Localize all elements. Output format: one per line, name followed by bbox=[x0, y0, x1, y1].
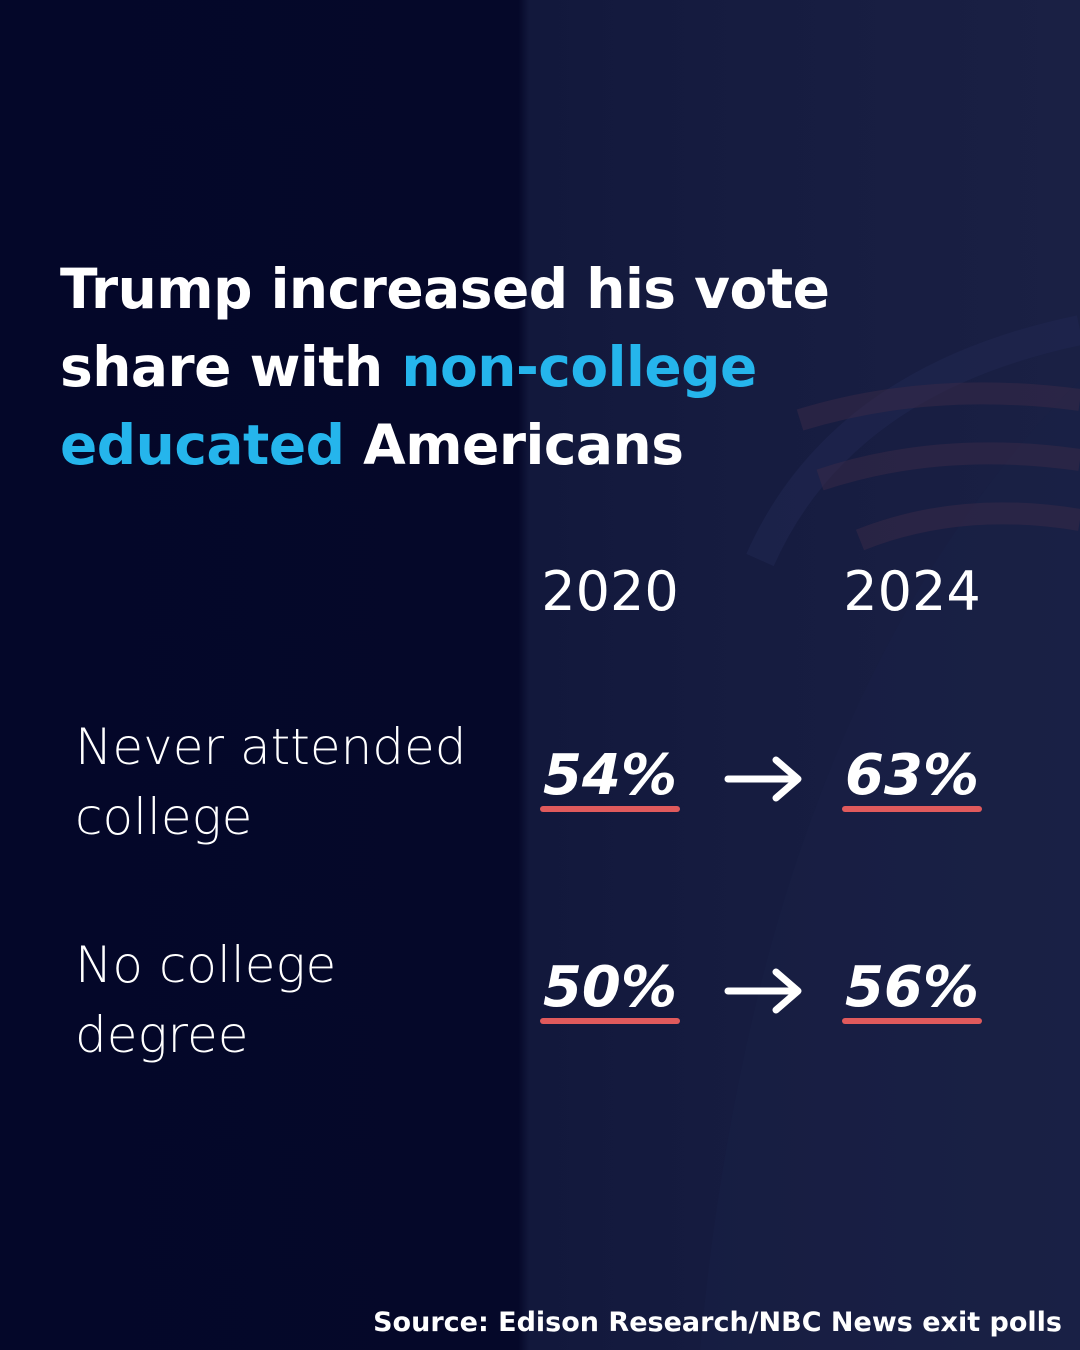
title-segment: Americans bbox=[344, 413, 684, 477]
underline bbox=[842, 1018, 982, 1024]
value: 56% bbox=[844, 955, 980, 1020]
row-label-line: No college bbox=[75, 936, 337, 994]
title-segment: Trump increased his vote share with bbox=[60, 257, 830, 399]
title: Trump increased his vote share with non-… bbox=[60, 250, 850, 484]
underline bbox=[540, 806, 680, 812]
value: 63% bbox=[844, 743, 980, 808]
value: 54% bbox=[542, 743, 678, 808]
decoration bbox=[796, 382, 1080, 551]
arrow bbox=[724, 968, 802, 1014]
underline bbox=[842, 806, 982, 812]
title-segment: non-college educated bbox=[60, 335, 757, 477]
column-header: 2020 bbox=[541, 560, 679, 623]
row-label: Never attended college bbox=[75, 712, 467, 852]
source: Source: Edison Research/NBC News exit po… bbox=[373, 1307, 1062, 1338]
column-header: 2024 bbox=[843, 560, 981, 623]
underline bbox=[540, 1018, 680, 1024]
row-label-line: Never attended bbox=[75, 718, 467, 776]
row-label-line: degree bbox=[75, 1006, 249, 1064]
row-label: No college degree bbox=[75, 930, 336, 1070]
decoration bbox=[700, 380, 1080, 1350]
value: 50% bbox=[542, 955, 678, 1020]
row-label-line: college bbox=[75, 788, 253, 846]
arrow bbox=[724, 756, 802, 802]
decoration bbox=[746, 315, 1080, 567]
